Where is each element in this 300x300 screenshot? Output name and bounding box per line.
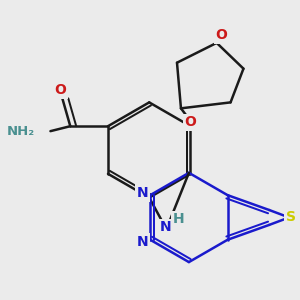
Text: O: O: [185, 115, 197, 129]
Text: N: N: [136, 186, 148, 200]
Text: O: O: [216, 28, 228, 42]
Text: N: N: [159, 220, 171, 234]
Text: N: N: [136, 235, 148, 249]
Text: NH₂: NH₂: [6, 125, 34, 138]
Text: O: O: [54, 83, 66, 98]
Text: S: S: [286, 211, 296, 224]
Text: H: H: [173, 212, 185, 226]
